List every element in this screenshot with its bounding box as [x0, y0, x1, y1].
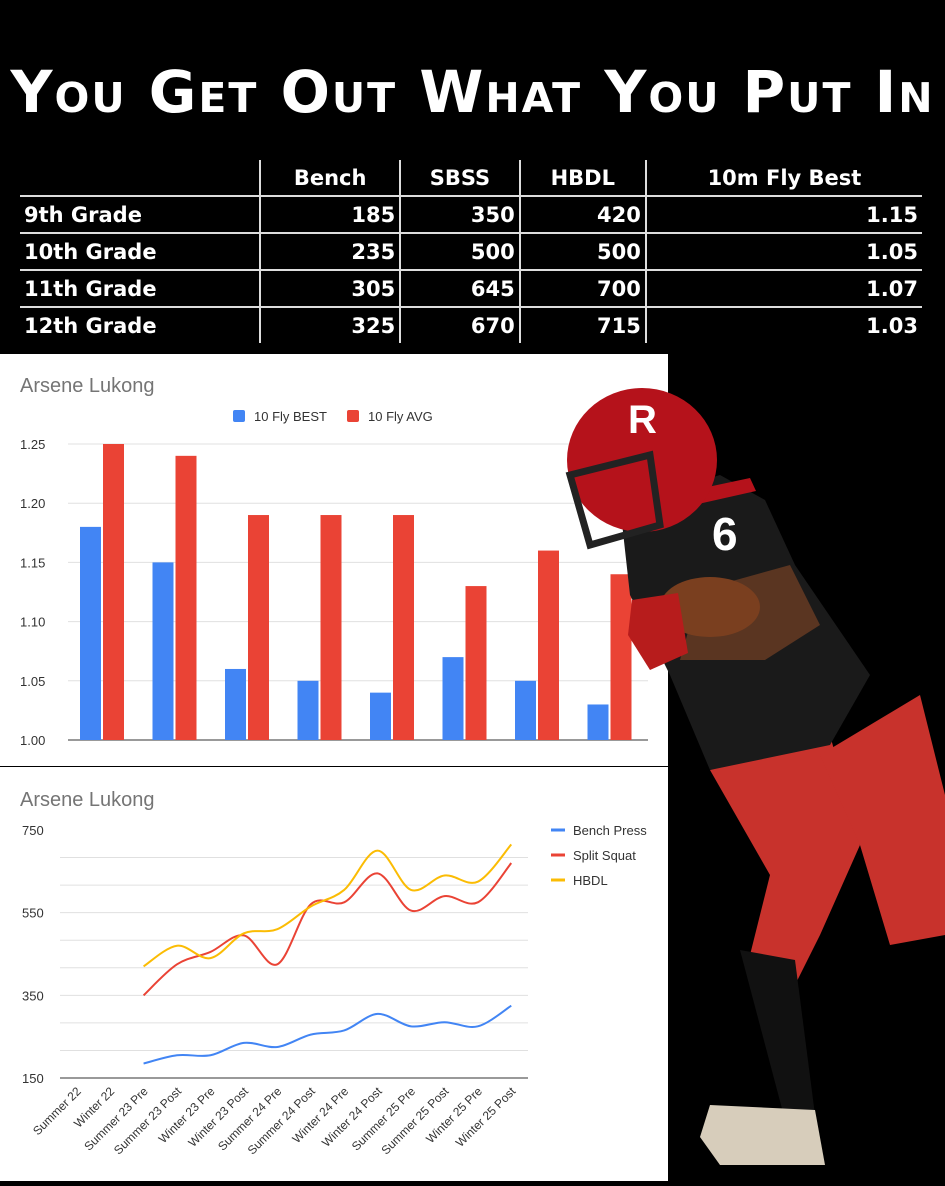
line-x-tick-label: Winter 25 Post — [453, 1084, 519, 1150]
bar-10-fly-best — [80, 526, 101, 740]
line-legend-label: Split Squat — [573, 848, 636, 863]
table-cell: 500 — [518, 233, 646, 271]
table-row-label: 10th Grade — [20, 233, 261, 271]
table-cell: 715 — [518, 307, 646, 343]
line-legend-label: HBDL — [573, 873, 608, 888]
table-header-cell: HBDL — [518, 160, 646, 197]
bar-10-fly-avg — [465, 586, 487, 740]
table-header-cell: 10m Fly Best — [644, 160, 922, 197]
bar-10-fly-avg — [175, 455, 197, 740]
line-y-tick-label: 350 — [22, 988, 44, 1003]
jersey-number: 6 — [712, 508, 738, 560]
bar-y-tick-label: 1.15 — [20, 555, 45, 570]
player-glove — [628, 593, 688, 670]
bar-legend-swatch — [233, 410, 245, 422]
helmet-facemask — [565, 450, 664, 550]
bar-legend-label: 10 Fly BEST — [254, 409, 327, 424]
bar-10-fly-best — [442, 657, 464, 740]
football-player-image: 6 R — [565, 388, 945, 1165]
bar-10-fly-best — [587, 704, 609, 740]
bar-10-fly-avg — [320, 515, 342, 740]
player-cleat — [700, 1105, 825, 1165]
fly-times-bar-chart: Arsene Lukong 1.00 1.05 1.10 1.15 1.20 1.25 10… — [20, 375, 648, 748]
bar-10-fly-avg — [248, 515, 269, 740]
bar-y-tick-label: 1.00 — [20, 733, 45, 748]
bar-10-fly-best — [370, 692, 391, 740]
table-row: 11th Grade 305 645 700 1.07 — [20, 270, 922, 308]
bar-legend-label: 10 Fly AVG — [368, 409, 433, 424]
player-front-leg — [710, 735, 860, 985]
bar-chart-title: Arsene Lukong — [20, 375, 155, 397]
headline: You Get Out What You Put In — [10, 58, 935, 126]
table-cell: 645 — [399, 270, 520, 308]
lifts-line-chart-panel: Arsene Lukong 150 350 550 750 Summer 22 Winte… — [0, 767, 668, 1181]
table-cell: 235 — [259, 233, 401, 271]
table-row: 12th Grade 325 670 715 1.03 — [20, 307, 922, 343]
bar-10-fly-avg — [538, 550, 559, 740]
bar-10-fly-best — [515, 680, 536, 740]
table-cell: 1.03 — [644, 307, 922, 343]
bar-legend-swatch — [347, 410, 359, 422]
line-legend-label: Bench Press — [573, 823, 647, 838]
table-row-label: 9th Grade — [20, 196, 261, 234]
bar-10-fly-avg — [393, 515, 414, 740]
bar-y-tick-label: 1.05 — [20, 674, 45, 689]
grade-stats-table: Bench SBSS HBDL 10m Fly Best 9th Grade 185 35… — [20, 160, 922, 343]
table-cell: 420 — [518, 196, 646, 234]
table-cell: 185 — [259, 196, 401, 234]
line-y-tick-label: 150 — [22, 1071, 44, 1086]
bar-y-tick-label: 1.20 — [20, 496, 45, 511]
table-cell: 670 — [399, 307, 520, 343]
line-x-tick-label: Summer 22 — [30, 1084, 84, 1138]
table-cell: 325 — [259, 307, 401, 343]
table-row: 10th Grade 235 500 500 1.05 — [20, 233, 922, 271]
table-cell: 700 — [518, 270, 646, 308]
bar-y-tick-label: 1.25 — [20, 437, 45, 452]
table-header-cell: Bench — [259, 160, 401, 197]
table-cell: 1.15 — [644, 196, 922, 234]
line-y-tick-label: 550 — [22, 906, 44, 921]
bar-10-fly-best — [152, 562, 174, 740]
line-series-hbdl — [143, 843, 513, 968]
line-y-tick-label: 750 — [22, 823, 44, 838]
table-row-label: 11th Grade — [20, 270, 261, 308]
table-header-row: Bench SBSS HBDL 10m Fly Best — [20, 160, 922, 197]
lifts-line-chart: Arsene Lukong 150 350 550 750 Summer 22 Winte… — [20, 789, 647, 1157]
player-sock — [740, 950, 815, 1120]
bar-10-fly-avg — [610, 574, 632, 740]
bar-10-fly-avg — [103, 444, 124, 740]
football — [660, 577, 760, 637]
helmet-logo: R — [628, 398, 657, 442]
bar-y-tick-label: 1.10 — [20, 615, 45, 630]
line-chart-title: Arsene Lukong — [20, 789, 155, 811]
bar-10-fly-best — [297, 680, 319, 740]
table-cell: 350 — [399, 196, 520, 234]
table-cell: 500 — [399, 233, 520, 271]
line-series-split-squat — [142, 862, 513, 997]
line-series-bench-press — [143, 1004, 512, 1065]
table-cell: 1.05 — [644, 233, 922, 271]
fly-times-bar-chart-panel: Arsene Lukong 1.00 1.05 1.10 1.15 1.20 1.25 10… — [0, 354, 668, 766]
table-row-label: 12th Grade — [24, 313, 157, 338]
table-header-cell: SBSS — [399, 160, 520, 197]
table-cell: 305 — [259, 270, 401, 308]
table-corner-cell — [20, 160, 261, 197]
table-row: 9th Grade 185 350 420 1.15 — [20, 196, 922, 234]
table-cell: 1.07 — [644, 270, 922, 308]
bar-10-fly-best — [225, 668, 246, 740]
player-back-leg — [820, 695, 945, 945]
